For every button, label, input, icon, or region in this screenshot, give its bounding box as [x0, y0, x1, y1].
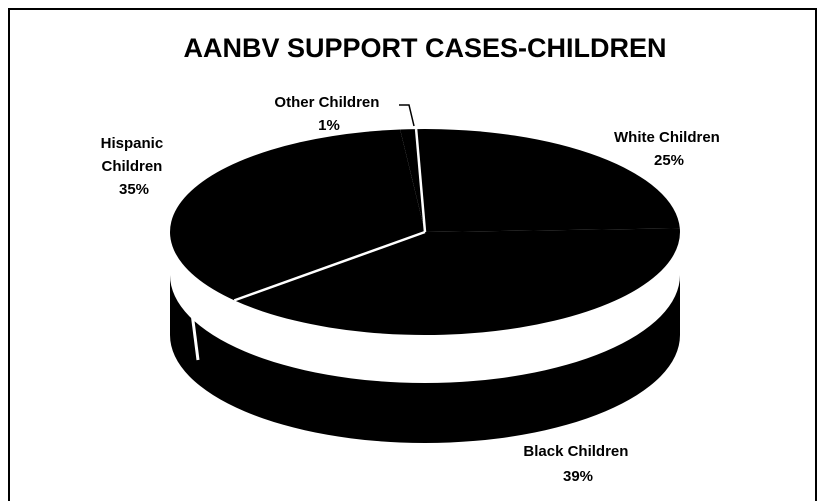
side-wall-seam [190, 312, 200, 361]
other-children-leader-line [399, 104, 415, 127]
slice-label-white-children: White Children 25% [614, 129, 724, 169]
separators-layer [190, 128, 427, 361]
pie-side-wall [170, 275, 680, 443]
chart-title: AANBV SUPPORT CASES-CHILDREN [183, 33, 666, 63]
pie-body [170, 275, 680, 443]
slice-separator-1 [414, 128, 427, 233]
slice-separator-2 [233, 230, 426, 302]
slice-label-hispanic-children: Hispanic Children 35% [101, 135, 168, 198]
pie-slice-white-children [416, 129, 680, 232]
pie-slice-hispanic-children [170, 129, 425, 301]
pie-slice-other-children [400, 129, 425, 232]
slices-layer [170, 129, 681, 335]
slice-label-black-children: Black Children 39% [523, 443, 632, 485]
slice-label-other-children: Other Children 1% [274, 94, 383, 134]
pie-slice-black-children [234, 228, 681, 335]
